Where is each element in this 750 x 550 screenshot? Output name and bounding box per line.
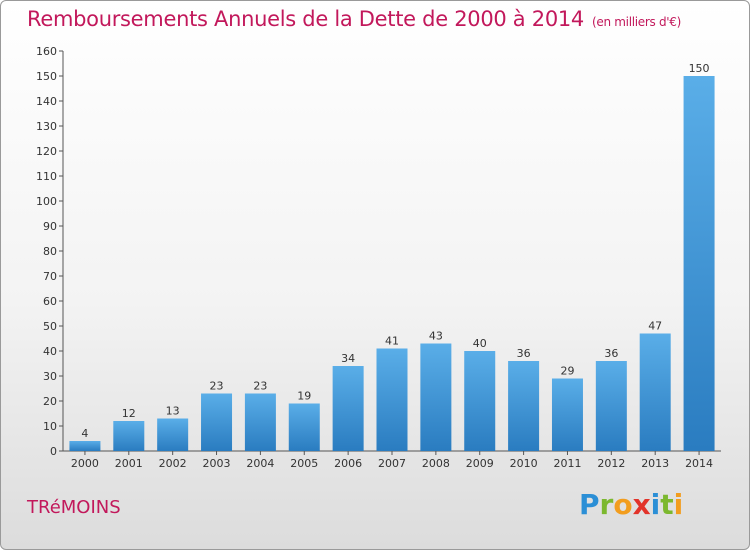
axes: 0 10 20 30 40 50 60 70 80 90 100 110 120 130 140 150 160… bbox=[36, 45, 721, 470]
x-tick-label: 2000 bbox=[71, 457, 99, 470]
bar-value-label: 13 bbox=[166, 405, 180, 418]
bar-value-label: 19 bbox=[297, 390, 311, 403]
logo-letter: P bbox=[579, 488, 600, 521]
x-tick-label: 2009 bbox=[466, 457, 494, 470]
x-tick-label: 2002 bbox=[159, 457, 187, 470]
bar bbox=[551, 378, 583, 451]
y-tick-label: 150 bbox=[36, 70, 57, 83]
bar bbox=[288, 403, 320, 451]
y-tick-label: 120 bbox=[36, 145, 57, 158]
y-tick-label: 80 bbox=[43, 245, 57, 258]
bar bbox=[332, 366, 364, 451]
chart-title: Remboursements Annuels de la Dette de 20… bbox=[27, 7, 681, 31]
x-tick-label: 2004 bbox=[246, 457, 274, 470]
y-tick-label: 60 bbox=[43, 295, 57, 308]
x-tick-label: 2010 bbox=[510, 457, 538, 470]
y-tick-label: 0 bbox=[50, 445, 57, 458]
y-tick-label: 20 bbox=[43, 395, 57, 408]
bar bbox=[244, 393, 276, 451]
bar-value-label: 23 bbox=[253, 380, 267, 393]
logo-letter: i bbox=[673, 488, 684, 521]
logo-letter: o bbox=[613, 488, 633, 521]
logo-letter: i bbox=[650, 488, 661, 521]
proxiti-logo: Proxiti bbox=[579, 488, 683, 521]
x-tick-label: 2013 bbox=[641, 457, 669, 470]
bar-value-label: 29 bbox=[560, 365, 574, 378]
x-tick-label: 2008 bbox=[422, 457, 450, 470]
bar-value-label: 43 bbox=[429, 330, 443, 343]
x-tick-label: 2006 bbox=[334, 457, 362, 470]
bar-value-label: 36 bbox=[604, 347, 618, 360]
bar bbox=[157, 418, 189, 451]
y-tick-label: 160 bbox=[36, 45, 57, 58]
labels: 4 12 13 23 23 19 34 41 43 40 36 29 36 47 150 bbox=[81, 62, 709, 440]
y-tick-label: 50 bbox=[43, 320, 57, 333]
y-tick-label: 100 bbox=[36, 195, 57, 208]
bar-value-label: 34 bbox=[341, 352, 355, 365]
bar bbox=[639, 333, 671, 451]
y-tick-label: 40 bbox=[43, 345, 57, 358]
bar bbox=[113, 421, 145, 451]
logo-letter: r bbox=[599, 488, 614, 521]
y-tick-label: 30 bbox=[43, 370, 57, 383]
chart-title-text: Remboursements Annuels de la Dette de 20… bbox=[27, 7, 584, 31]
x-tick-label: 2003 bbox=[203, 457, 231, 470]
y-tick-label: 110 bbox=[36, 170, 57, 183]
bar-value-label: 47 bbox=[648, 320, 662, 333]
bar bbox=[464, 351, 496, 451]
x-tick-label: 2011 bbox=[553, 457, 581, 470]
bar-value-label: 150 bbox=[689, 62, 710, 75]
bar bbox=[420, 343, 452, 451]
logo-letter: t bbox=[660, 488, 674, 521]
y-tick-label: 90 bbox=[43, 220, 57, 233]
bar bbox=[508, 361, 540, 451]
logo-letter: x bbox=[632, 488, 651, 521]
x-tick-label: 2001 bbox=[115, 457, 143, 470]
bar bbox=[69, 441, 101, 451]
y-tick-label: 130 bbox=[36, 120, 57, 133]
bar-value-label: 41 bbox=[385, 335, 399, 348]
bar bbox=[201, 393, 233, 451]
bars bbox=[69, 76, 715, 451]
bar-value-label: 4 bbox=[81, 427, 88, 440]
bar-value-label: 40 bbox=[473, 337, 487, 350]
town-name: TRéMOINS bbox=[27, 497, 121, 518]
bar-value-label: 36 bbox=[517, 347, 531, 360]
chart-subtitle: (en milliers d'€) bbox=[592, 15, 682, 29]
x-tick-label: 2014 bbox=[685, 457, 713, 470]
x-tick-label: 2007 bbox=[378, 457, 406, 470]
bar bbox=[595, 361, 627, 451]
bar bbox=[683, 76, 715, 451]
y-tick-label: 10 bbox=[43, 420, 57, 433]
bar bbox=[376, 348, 408, 451]
x-tick-label: 2005 bbox=[290, 457, 318, 470]
x-tick-label: 2012 bbox=[597, 457, 625, 470]
y-tick-label: 70 bbox=[43, 270, 57, 283]
bar-value-label: 12 bbox=[122, 407, 136, 420]
y-tick-label: 140 bbox=[36, 95, 57, 108]
bar-value-label: 23 bbox=[210, 380, 224, 393]
